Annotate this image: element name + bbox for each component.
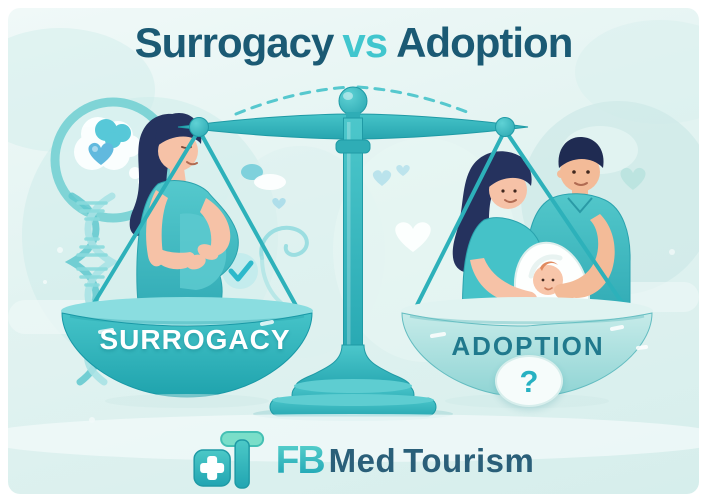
medical-cross-icon (192, 449, 231, 487)
swirl-icon (259, 225, 309, 260)
small-heart-icon (272, 197, 286, 209)
question-badge: ? (495, 355, 563, 407)
logo-stem (233, 439, 250, 489)
logo-brand-tourism: Tourism (403, 441, 535, 479)
title-word-surrogacy: Surrogacy (134, 19, 335, 66)
brain-icon (95, 119, 131, 148)
title-vs: vs (342, 19, 388, 66)
question-icon: ? (519, 363, 539, 399)
decorative-shapes (222, 164, 646, 314)
left-pan (61, 297, 313, 408)
logo-brand-text: Med Tourism (329, 444, 535, 477)
dashed-arcs (234, 85, 474, 116)
scale-strings (86, 128, 631, 315)
white-heart-icon (395, 222, 431, 252)
right-pan (401, 297, 653, 408)
scale-top-ball (338, 86, 368, 116)
surrogacy-pan-label: SURROGACY (99, 324, 291, 355)
balance-scale (86, 86, 631, 351)
pregnant-woman-illustration (129, 113, 239, 323)
embryo-heart-icon (88, 142, 114, 165)
logo-monogram: FB (275, 438, 326, 482)
foreground-wash (8, 414, 699, 462)
page-title: Surrogacy vs Adoption (8, 19, 699, 67)
scene-artwork (8, 20, 699, 462)
illustration-scene: Surrogacy vs Adoption SURROGACY ADOPTION ?… (8, 8, 699, 494)
bg-heart-icon (620, 167, 646, 190)
blue-heart-icon (372, 170, 392, 186)
title-word-adoption: Adoption (396, 19, 573, 66)
logo-brand-med: Med (328, 441, 397, 479)
logo: FB Med Tourism (192, 431, 535, 489)
logo-mark (192, 431, 264, 489)
